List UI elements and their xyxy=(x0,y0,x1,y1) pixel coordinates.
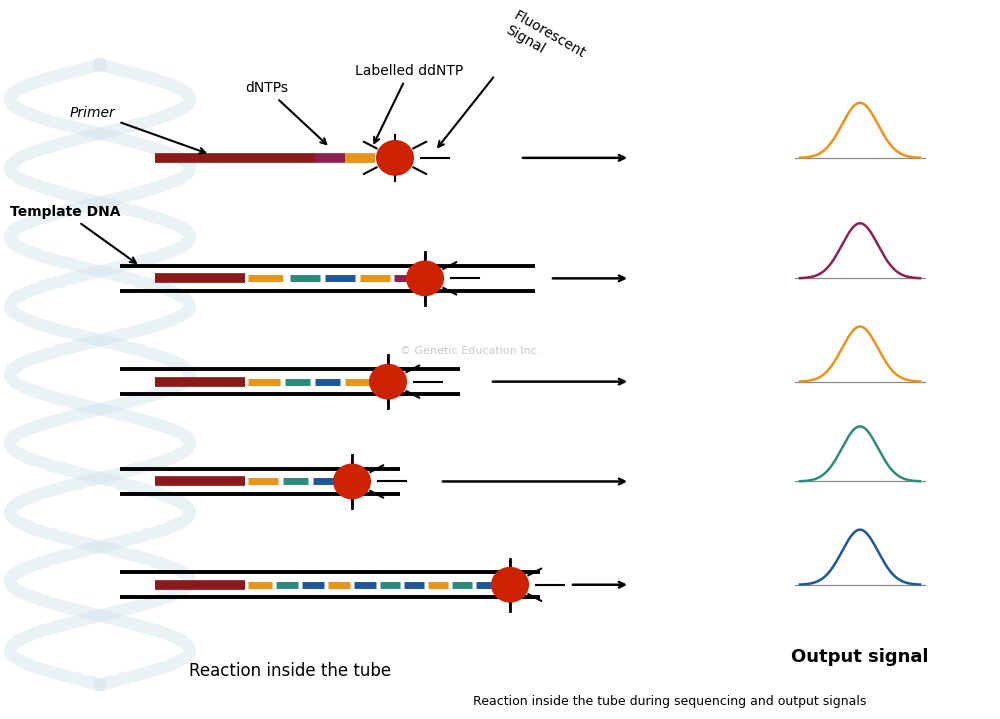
Ellipse shape xyxy=(406,260,444,296)
Text: Template DNA: Template DNA xyxy=(10,206,136,263)
Text: Reaction inside the tube: Reaction inside the tube xyxy=(189,661,391,679)
Ellipse shape xyxy=(369,364,407,400)
Text: © Genetic Education Inc.: © Genetic Education Inc. xyxy=(400,346,540,356)
Text: Output signal: Output signal xyxy=(791,648,929,666)
Text: Reaction inside the tube during sequencing and output signals: Reaction inside the tube during sequenci… xyxy=(473,695,867,708)
Ellipse shape xyxy=(333,464,371,500)
Ellipse shape xyxy=(491,567,529,603)
Text: Primer: Primer xyxy=(70,106,205,153)
Text: Labelled ddNTP: Labelled ddNTP xyxy=(355,64,463,143)
Ellipse shape xyxy=(376,140,414,175)
Text: dNTPs: dNTPs xyxy=(245,81,326,144)
Text: Fluorescent
Signal: Fluorescent Signal xyxy=(503,9,588,75)
